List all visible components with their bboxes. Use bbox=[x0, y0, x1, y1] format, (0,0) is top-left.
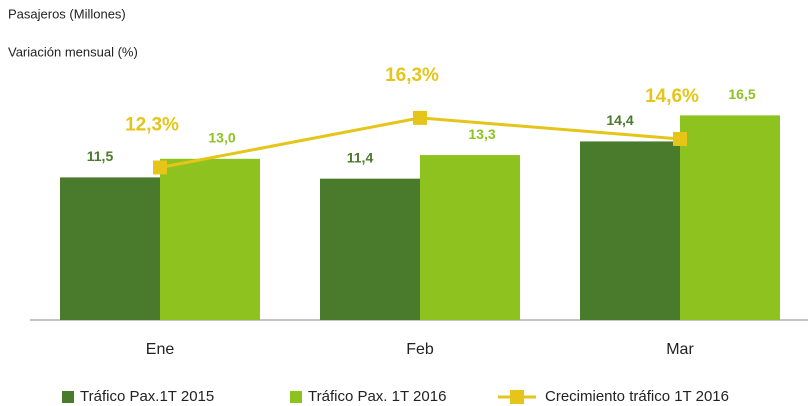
legend-swatch bbox=[62, 391, 74, 403]
data-label: 11,4 bbox=[347, 149, 374, 165]
data-label: 16,5 bbox=[728, 86, 755, 102]
data-label: 11,5 bbox=[87, 148, 114, 164]
legend-label: Crecimiento tráfico 1T 2016 bbox=[545, 388, 729, 405]
bar bbox=[60, 177, 160, 320]
bar bbox=[420, 155, 520, 320]
x-tick-label: Feb bbox=[406, 341, 434, 358]
legend-swatch bbox=[510, 390, 524, 404]
legend-label: Tráfico Pax.1T 2015 bbox=[80, 388, 214, 405]
chart-subtitle: Variación mensual (%) bbox=[8, 44, 138, 59]
bar bbox=[160, 158, 260, 320]
bar bbox=[680, 115, 780, 321]
bar bbox=[580, 141, 680, 320]
chart-title: Pasajeros (Millones) bbox=[8, 6, 126, 21]
line-marker bbox=[673, 131, 687, 146]
bar bbox=[320, 178, 420, 320]
data-label: 12,3% bbox=[125, 114, 179, 135]
line-marker bbox=[413, 110, 427, 125]
data-label: 13,3 bbox=[468, 126, 495, 142]
x-tick-label: Ene bbox=[146, 341, 175, 358]
legend-label: Tráfico Pax. 1T 2016 bbox=[308, 388, 446, 405]
data-label: 16,3% bbox=[385, 65, 439, 86]
line-marker bbox=[153, 160, 167, 175]
data-label: 14,6% bbox=[645, 86, 699, 107]
legend-swatch bbox=[290, 391, 302, 403]
x-tick-label: Mar bbox=[666, 341, 694, 358]
data-label: 14,4 bbox=[606, 112, 633, 128]
data-label: 13,0 bbox=[208, 130, 235, 146]
